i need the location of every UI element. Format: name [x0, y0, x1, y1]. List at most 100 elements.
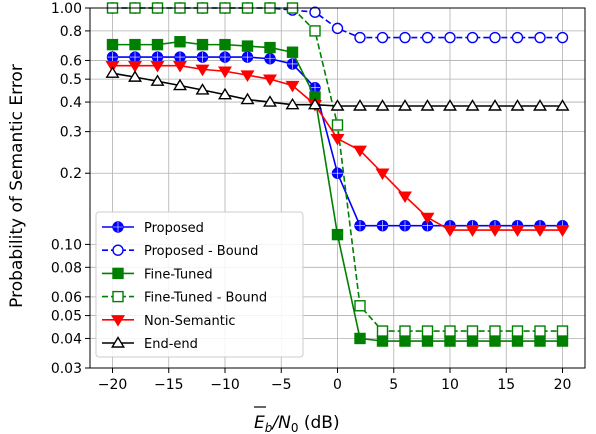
data-point-proposed-bound — [444, 31, 456, 44]
legend-label-proposed-bound: Proposed - Bound — [144, 244, 258, 259]
x-axis-label: Eb/N0 (dB) — [254, 406, 340, 434]
data-point-non-semantic — [375, 168, 390, 181]
data-point-fine-tuned — [129, 38, 141, 51]
data-point-non-semantic — [533, 225, 547, 237]
data-point-non-semantic — [420, 212, 435, 225]
data-point-non-semantic — [263, 74, 277, 87]
y-tick-label: 0.03 — [51, 361, 82, 377]
data-point-fine-tuned — [151, 38, 164, 51]
x-tick-label: 10 — [441, 377, 459, 393]
data-point-fine-tuned-bound — [489, 325, 501, 337]
data-point-end-end — [353, 99, 367, 111]
data-point-proposed-cross — [242, 52, 253, 63]
legend-marker-proposed-cross — [113, 222, 123, 232]
data-point-proposed-cross — [107, 52, 118, 63]
data-point-proposed-cross — [355, 220, 365, 231]
y-tick-label: 0.4 — [60, 95, 82, 111]
data-point-fine-tuned — [511, 335, 524, 347]
data-point-proposed-bound — [489, 31, 501, 44]
data-point-end-end — [218, 87, 232, 100]
data-point-proposed-bound — [399, 31, 411, 44]
data-point-end-end — [375, 99, 390, 111]
y-tick-label: 0.05 — [51, 309, 82, 325]
data-point-proposed-cross — [400, 220, 410, 231]
data-point-fine-tuned — [534, 335, 546, 347]
data-point-end-end — [330, 99, 345, 111]
legend-label-non-semantic: Non-Semantic — [144, 314, 236, 329]
data-point-fine-tuned-bound — [354, 300, 366, 312]
data-point-proposed-bound — [556, 31, 569, 44]
y-tick-label: 0.2 — [60, 166, 82, 182]
data-point-fine-tuned-bound — [511, 325, 524, 337]
data-point-proposed-cross — [175, 52, 185, 63]
legend-label-proposed: Proposed — [144, 221, 204, 236]
data-point-proposed-bound — [376, 31, 389, 44]
data-point-non-semantic — [218, 66, 232, 79]
data-point-non-semantic — [150, 61, 165, 73]
data-point-fine-tuned — [174, 36, 186, 48]
data-point-fine-tuned — [331, 228, 344, 241]
legend-marker-non-semantic — [111, 315, 125, 327]
x-axis-label-sub-b: b — [265, 421, 273, 434]
data-point-fine-tuned — [241, 40, 254, 52]
series-layer — [105, 2, 570, 347]
data-point-fine-tuned — [466, 335, 479, 347]
x-axis-label-e: E — [254, 413, 265, 433]
data-point-proposed-cross — [287, 58, 298, 69]
y-tick-label: 0.08 — [51, 260, 82, 276]
data-point-proposed-bound — [511, 31, 524, 44]
y-tick-label: 0.06 — [51, 290, 82, 306]
data-point-proposed-bound — [421, 31, 434, 44]
data-point-fine-tuned — [196, 38, 209, 51]
data-point-fine-tuned-bound — [466, 325, 479, 337]
data-point-fine-tuned — [376, 335, 389, 347]
data-point-non-semantic — [443, 225, 457, 237]
data-point-non-semantic — [330, 133, 345, 146]
legend-label-end-end: End-end — [144, 337, 198, 352]
data-point-proposed-bound — [309, 6, 321, 18]
x-axis-label-sub-0: 0 — [291, 421, 299, 434]
data-point-non-semantic — [353, 145, 367, 158]
y-tick-label: 0.04 — [51, 331, 82, 347]
data-point-non-semantic — [285, 80, 300, 93]
data-point-non-semantic — [465, 225, 480, 237]
data-point-proposed-bound — [331, 22, 344, 35]
data-point-end-end — [443, 99, 457, 111]
data-point-proposed-cross — [220, 52, 230, 63]
data-point-non-semantic — [195, 64, 210, 77]
y-tick-label: 0.5 — [60, 72, 82, 88]
x-tick-label: 15 — [497, 377, 515, 393]
data-point-fine-tuned — [264, 41, 276, 54]
data-point-end-end — [105, 66, 120, 78]
data-point-end-end — [555, 99, 570, 111]
data-point-fine-tuned — [106, 38, 119, 51]
legend: Proposed Proposed - Bound Fine-Tuned Fine-T… — [95, 211, 304, 358]
legend-marker-end-end — [111, 336, 125, 348]
y-tick-label: 0.3 — [60, 125, 82, 141]
data-point-proposed-bound — [534, 31, 546, 44]
y-tick-label: 0.10 — [51, 237, 82, 253]
data-point-proposed-cross — [377, 220, 388, 231]
series-non-semantic — [105, 61, 570, 237]
data-point-fine-tuned-bound — [399, 325, 411, 337]
data-point-fine-tuned-bound — [331, 119, 344, 131]
legend-label-fine-tuned-bound: Fine-Tuned - Bound — [144, 291, 267, 306]
x-tick-label: −20 — [98, 377, 128, 393]
series-end-end — [105, 66, 570, 111]
legend-marker-proposed-bound — [112, 244, 124, 256]
legend-label-fine-tuned: Fine-Tuned — [144, 267, 213, 282]
y-tick-label: 0.8 — [60, 24, 82, 40]
data-point-end-end — [150, 74, 165, 86]
data-point-end-end — [285, 97, 300, 110]
svg-text:Eb/N0 (dB): Eb/N0 (dB) — [254, 413, 340, 434]
data-point-fine-tuned — [399, 335, 411, 347]
data-point-non-semantic — [173, 61, 187, 73]
x-axis-label-unit: (dB) — [298, 413, 339, 433]
data-point-fine-tuned-bound — [376, 325, 389, 337]
data-point-fine-tuned — [219, 38, 231, 51]
data-point-end-end — [510, 99, 525, 111]
y-tick-label: 1.00 — [51, 1, 82, 17]
data-point-non-semantic — [488, 225, 502, 237]
legend-marker-fine-tuned-bound — [112, 290, 124, 303]
